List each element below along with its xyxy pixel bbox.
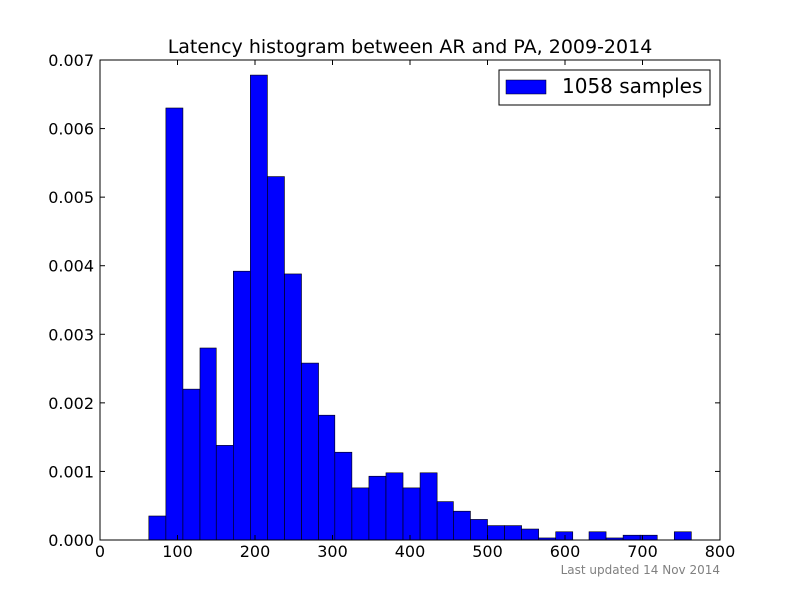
x-tick-label: 500: [472, 542, 503, 561]
y-tick-label: 0.001: [48, 462, 94, 481]
histogram-bar: [673, 531, 692, 541]
histogram-bar: [182, 388, 201, 541]
histogram-bar: [402, 487, 421, 541]
histogram-bar: [301, 362, 319, 541]
histogram-bar: [148, 515, 167, 541]
histogram-bar: [453, 510, 471, 541]
x-tick-label: 400: [395, 542, 426, 561]
histogram-bar: [318, 414, 336, 541]
histogram-bar: [215, 445, 234, 541]
bars-group: [148, 74, 692, 541]
x-tick-label: 800: [705, 542, 736, 561]
chart-title: Latency histogram between AR and PA, 200…: [168, 36, 653, 58]
histogram-bar: [267, 176, 285, 541]
histogram-bar: [555, 531, 574, 541]
legend-swatch: [505, 79, 547, 95]
y-tick-label: 0.007: [48, 51, 94, 70]
histogram-bar: [419, 472, 438, 541]
histogram-bar: [199, 347, 217, 541]
histogram-bar: [368, 475, 387, 541]
y-tick-label: 0.006: [48, 120, 94, 139]
histogram-bar: [487, 525, 505, 541]
histogram-bar: [470, 519, 488, 541]
legend-label: 1058 samples: [562, 74, 702, 98]
histogram-bar: [351, 487, 370, 541]
histogram-bar: [250, 74, 268, 541]
x-tick-label: 700: [627, 542, 658, 561]
legend: 1058 samples: [498, 69, 711, 106]
y-tick-label: 0.004: [48, 257, 94, 276]
histogram-bar: [588, 531, 607, 541]
last-updated-note: Last updated 14 Nov 2014: [561, 563, 720, 577]
histogram-bar: [385, 472, 404, 541]
histogram-bar: [622, 534, 641, 541]
y-axis: 0.000 0.001 0.002 0.003 0.004 0.005 0.006 0.007: [48, 51, 720, 550]
histogram-bar: [334, 451, 353, 541]
histogram-bar: [284, 273, 302, 541]
y-tick-label: 0.000: [48, 531, 94, 550]
histogram-bar: [233, 270, 251, 541]
y-tick-label: 0.003: [48, 325, 94, 344]
histogram-bar: [165, 107, 184, 541]
histogram-bar: [521, 528, 539, 541]
y-tick-label: 0.005: [48, 188, 94, 207]
y-tick-label: 0.002: [48, 394, 94, 413]
x-tick-label: 0: [95, 542, 105, 561]
histogram-bar: [504, 525, 522, 541]
histogram-bar: [436, 501, 454, 541]
x-tick-label: 300: [317, 542, 348, 561]
x-tick-label: 100: [162, 542, 193, 561]
x-tick-label: 600: [550, 542, 581, 561]
x-axis: 0 100 200 300 400 500 600 700 800: [95, 60, 735, 561]
x-tick-label: 200: [240, 542, 271, 561]
